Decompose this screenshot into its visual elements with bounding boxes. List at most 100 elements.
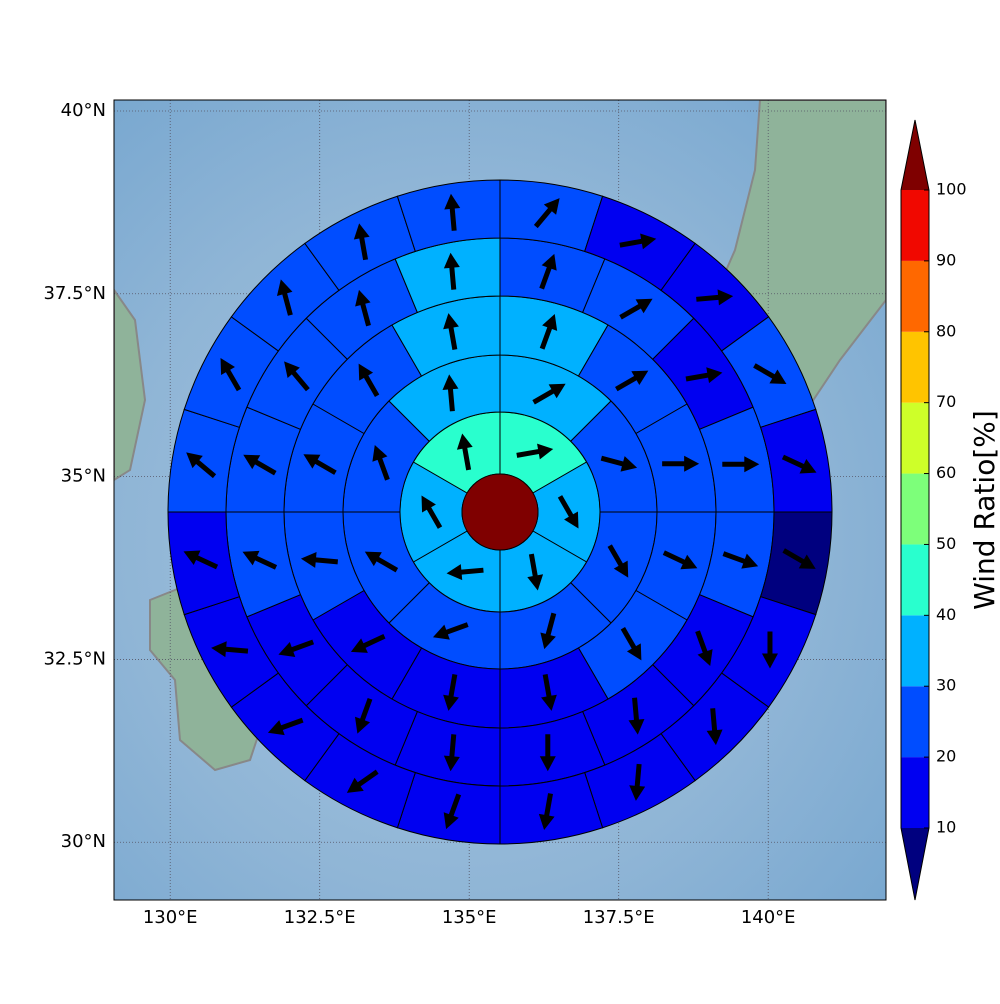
wind-arrow (278, 639, 315, 658)
wind-arrow (303, 454, 337, 475)
wind-arrow (539, 734, 556, 772)
y-tick-label: 32.5°N (43, 648, 106, 669)
wind-arrow (619, 298, 653, 320)
wind-arrow (276, 279, 293, 316)
wind-arrow (629, 763, 646, 801)
wind-arrow (533, 198, 560, 229)
colorbar-tick-label: 20 (936, 747, 956, 766)
wind-arrow (540, 612, 557, 650)
wind-arrow (695, 630, 713, 666)
colorbar-tick-label: 10 (936, 818, 956, 837)
wind-arrow (685, 367, 723, 384)
x-tick-label: 135°E (442, 907, 497, 928)
wind-arrow (761, 631, 778, 669)
colorbar: 10 20 30 40 50 60 70 80 90 100 (900, 119, 967, 901)
wind-arrow (444, 193, 461, 231)
y-tick-label: 30°N (61, 831, 106, 852)
wind-arrow (300, 551, 339, 568)
wind-arrow (350, 634, 386, 653)
wind-arrow (372, 444, 390, 481)
wind-arrow (446, 564, 484, 581)
x-tick-label: 132.5°E (284, 907, 356, 928)
colorbar-segment (901, 686, 929, 758)
wind-arrow (432, 622, 469, 640)
wind-arrow (211, 641, 249, 658)
colorbar-tick-label: 100 (936, 180, 967, 199)
y-tick-label: 35°N (61, 466, 106, 487)
wind-arrow (183, 550, 219, 570)
wind-arrow (443, 252, 460, 290)
wind-arrow (557, 495, 579, 529)
colorbar-tick-label: 40 (936, 605, 956, 624)
sector (396, 179, 501, 253)
polar-sectors (167, 179, 833, 845)
wind-arrow (267, 717, 304, 736)
wind-arrow (662, 550, 698, 570)
wind-arrow (354, 697, 373, 734)
wind-arrow (539, 314, 558, 350)
wind-arrow (443, 313, 459, 351)
colorbar-segment (901, 402, 929, 474)
wind-arrow (615, 370, 649, 392)
wind-arrow (781, 454, 817, 474)
wind-arrow (442, 374, 459, 412)
wind-arrow (538, 793, 555, 830)
wind-arrow (358, 363, 380, 397)
colorbar-over (901, 120, 929, 190)
wind-arrow (443, 673, 459, 711)
wind-arrow (541, 673, 557, 711)
center-disk (461, 473, 539, 551)
y-tick-label: 40°N (61, 100, 106, 121)
wind-arrow (220, 357, 242, 392)
wind-arrow (243, 454, 277, 476)
colorbar-under (901, 828, 929, 900)
x-tick-label: 130°E (143, 907, 198, 928)
colorbar-segment (901, 190, 929, 261)
wind-arrow (607, 544, 629, 578)
colorbar-segment (901, 473, 929, 545)
colorbar-segment (901, 615, 929, 687)
wind-arrow (456, 433, 473, 471)
colorbar-tick-label: 70 (936, 392, 956, 411)
wind-arrow (532, 383, 566, 405)
x-tick-label: 140°E (741, 907, 796, 928)
colorbar-segment (901, 757, 929, 828)
wind-arrow (662, 455, 700, 472)
colorbar-tick-label: 80 (936, 321, 956, 340)
wind-arrow (353, 223, 370, 261)
wind-arrow (346, 769, 379, 793)
colorbar-tick-label: 60 (936, 463, 956, 482)
colorbar-segment (901, 544, 929, 616)
wind-arrow (186, 452, 217, 479)
colorbar-tick-label: 50 (936, 534, 956, 553)
x-tick-label: 137.5°E (583, 907, 655, 928)
wind-arrow (619, 233, 657, 250)
colorbar-segment (901, 331, 929, 403)
map-frame (113, 99, 887, 901)
wind-arrow (527, 553, 544, 591)
wind-arrow (242, 550, 278, 570)
colorbar-segment (901, 260, 929, 332)
wind-arrow (364, 551, 399, 573)
wind-arrow (620, 627, 642, 661)
wind-arrow (421, 495, 443, 529)
wind-arrow (355, 289, 371, 327)
wind-arrow (443, 734, 460, 772)
y-tick-label: 37.5°N (43, 283, 106, 304)
wind-arrow (284, 361, 310, 392)
wind-arrow (539, 253, 557, 290)
wind-arrow (722, 551, 759, 569)
wind-arrow (722, 456, 760, 473)
wind-arrow (706, 708, 723, 746)
wind-arrow (782, 548, 816, 569)
colorbar-label: Wind Ratio[%] (968, 410, 1000, 610)
wind-arrow (516, 443, 554, 460)
colorbar-tick-label: 90 (936, 250, 956, 269)
wind-arrow (628, 697, 645, 735)
wind-arrow (753, 363, 787, 384)
colorbar-tick-label: 30 (936, 676, 956, 695)
wind-arrow (600, 455, 638, 472)
wind-arrow (443, 793, 462, 830)
wind-arrow (696, 289, 734, 306)
